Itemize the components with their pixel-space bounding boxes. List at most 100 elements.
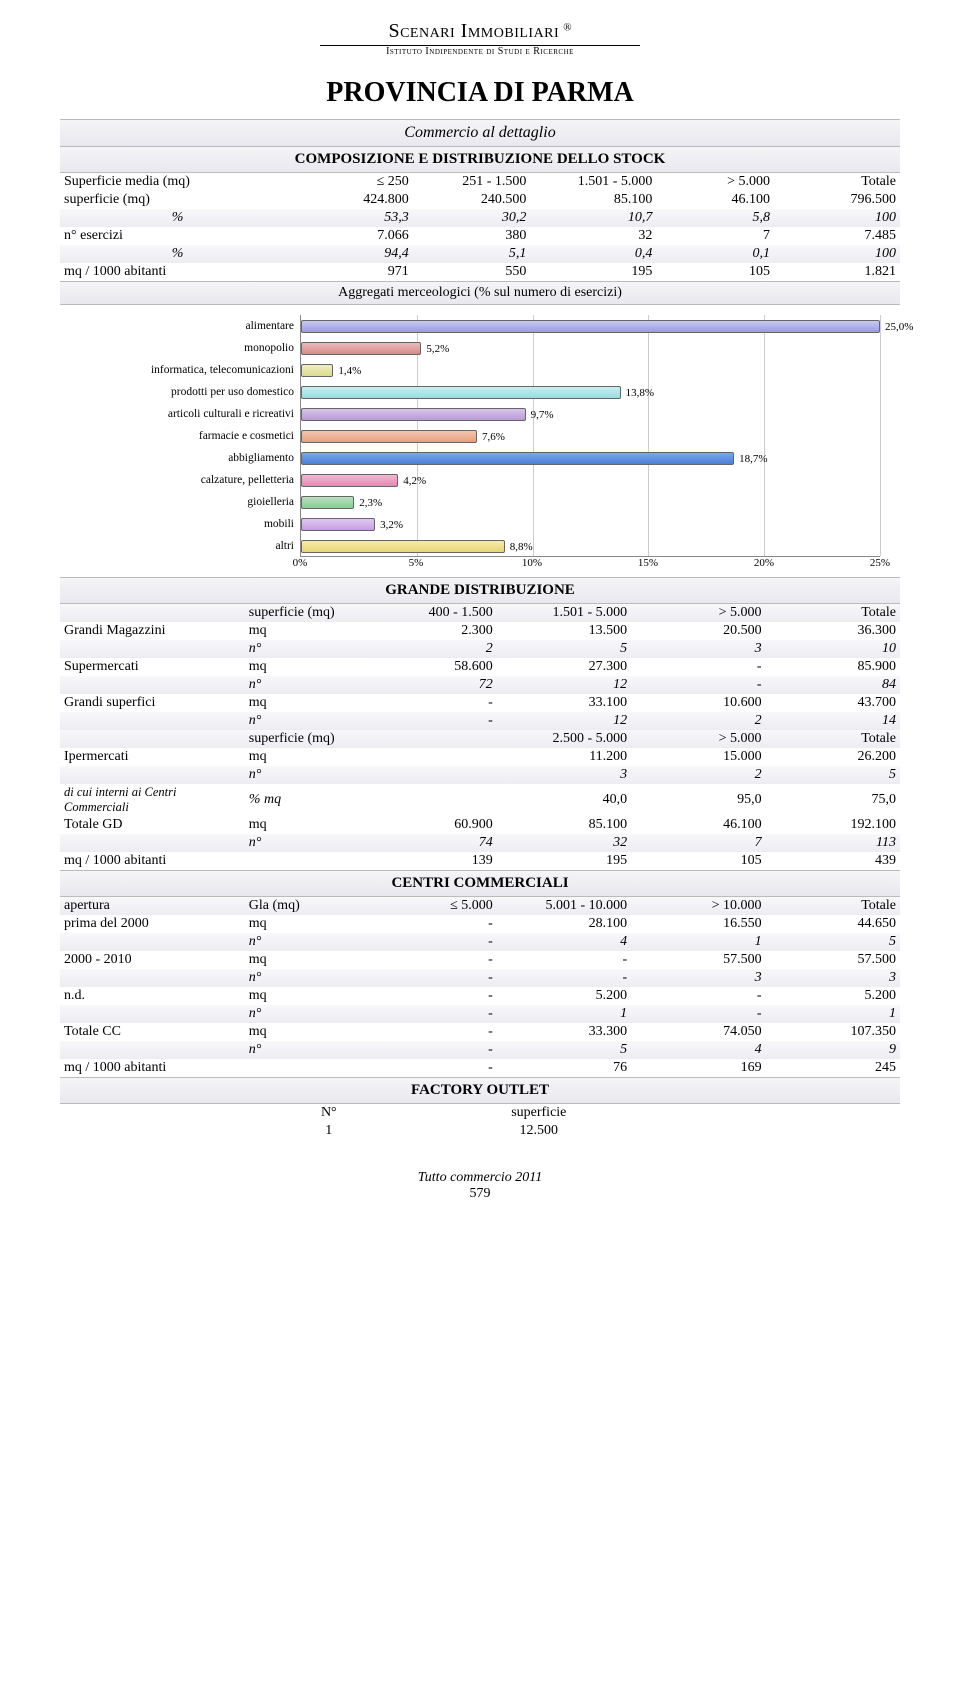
agg-title: Aggregati merceologici (% sul numero di … [60, 281, 900, 305]
cc-cell: 57.500 [631, 951, 765, 969]
gd-cell: 27.300 [497, 658, 631, 676]
footer-line: Tutto commercio 2011 [60, 1170, 900, 1186]
chart-cat-label: farmacie e cosmetici [80, 425, 294, 447]
gd-cell-unit: mq [245, 622, 363, 640]
cc-cell: 4 [631, 1041, 765, 1059]
cc-cell: - [362, 1041, 496, 1059]
gd-cell: 10 [766, 640, 900, 658]
footer: Tutto commercio 2011 579 [60, 1170, 900, 1202]
cc-cell-unit: n° [245, 1005, 363, 1023]
xaxis-tick: 25% [870, 557, 890, 569]
stock-table: Superficie media (mq) ≤ 250 251 - 1.500 … [60, 173, 900, 281]
gd-cell: 195 [497, 852, 631, 870]
cc-cell: 1 [766, 1005, 900, 1023]
gd-cell: - [362, 712, 496, 730]
fo-s-val: 12.500 [413, 1122, 665, 1140]
stock-cell: 100 [774, 209, 900, 227]
gd-cell: 95,0 [631, 784, 765, 816]
gd-cell-unit: mq [245, 694, 363, 712]
gd-h2-c2: Totale [766, 730, 900, 748]
gd-cell-label: mq / 1000 abitanti [60, 852, 245, 870]
chart-cat-label: mobili [80, 513, 294, 535]
gd-cell: 139 [362, 852, 496, 870]
chart-bar-value: 25,0% [885, 321, 913, 334]
cc-cell-unit [245, 1059, 363, 1077]
stock-cell: 0,1 [656, 245, 774, 263]
stock-h3: 1.501 - 5.000 [530, 173, 656, 191]
chart-bar-row: 5,2% [301, 337, 880, 359]
stock-cell: 796.500 [774, 191, 900, 209]
stock-cell: 971 [295, 263, 413, 281]
cc-row: n°--33 [60, 969, 900, 987]
chart-bar-row: 1,4% [301, 359, 880, 381]
gd-cell-unit: mq [245, 816, 363, 834]
cc-cell: 5.200 [766, 987, 900, 1005]
cc-cell: 3 [766, 969, 900, 987]
fo-s-label: superficie [413, 1104, 665, 1122]
gd-cell: 5 [497, 640, 631, 658]
gd-cell: 2 [631, 712, 765, 730]
chart-bar-value: 18,7% [739, 453, 767, 466]
cc-cell: 1 [631, 933, 765, 951]
gd-cell: - [631, 676, 765, 694]
cc-h-c1: 5.001 - 10.000 [497, 897, 631, 915]
chart-bar-value: 13,8% [626, 387, 654, 400]
gridline [880, 315, 881, 556]
stock-cell: 7.066 [295, 227, 413, 245]
sec1-italic: Commercio al dettaglio [60, 119, 900, 146]
cc-table: apertura Gla (mq) ≤ 5.000 5.001 - 10.000… [60, 897, 900, 1077]
stock-cell: 105 [656, 263, 774, 281]
cc-cell-label [60, 969, 245, 987]
cc-cell: - [631, 1005, 765, 1023]
cc-row: n.d.mq-5.200-5.200 [60, 987, 900, 1005]
gd-row: n°25310 [60, 640, 900, 658]
gd-cell: 15.000 [631, 748, 765, 766]
fo-table: N° superficie 1 12.500 [60, 1104, 900, 1140]
stock-h2: 251 - 1.500 [413, 173, 531, 191]
cc-row: mq / 1000 abitanti-76169245 [60, 1059, 900, 1077]
gd-cell-unit [245, 852, 363, 870]
gd-row: Totale GDmq60.90085.10046.100192.100 [60, 816, 900, 834]
cc-cell-label [60, 1005, 245, 1023]
cc-cell-label: 2000 - 2010 [60, 951, 245, 969]
chart-bar-row: 18,7% [301, 447, 880, 469]
stock-cell: 1.821 [774, 263, 900, 281]
stock-cell: 46.100 [656, 191, 774, 209]
stock-cell: 94,4 [295, 245, 413, 263]
fo-n-label: N° [245, 1104, 413, 1122]
chart-bar-row: 7,6% [301, 425, 880, 447]
gd-cell: 74 [362, 834, 496, 852]
gd-h1-c2: > 5.000 [631, 604, 765, 622]
xaxis-tick: 0% [293, 557, 308, 569]
gd-cell: 75,0 [766, 784, 900, 816]
chart-bar: 2,3% [301, 496, 354, 509]
gd-row: Grandi superficimq-33.10010.60043.700 [60, 694, 900, 712]
cc-cell: - [362, 969, 496, 987]
cc-row: n°-415 [60, 933, 900, 951]
gd-cell: 5 [766, 766, 900, 784]
chart-cat-label: monopolio [80, 337, 294, 359]
cc-cell: 9 [766, 1041, 900, 1059]
gd-cell: 105 [631, 852, 765, 870]
gd-h2-lbl: superficie (mq) [245, 730, 363, 748]
chart-cat-label: informatica, telecomunicazioni [80, 359, 294, 381]
gd-cell-label [60, 640, 245, 658]
chart-bar: 13,8% [301, 386, 621, 399]
gd-cell: 192.100 [766, 816, 900, 834]
cc-cell: 5 [766, 933, 900, 951]
stock-row: mq / 1000 abitanti9715501951051.821 [60, 263, 900, 281]
page-title: PROVINCIA DI PARMA [60, 77, 900, 109]
gd-h2: superficie (mq) 2.500 - 5.000 > 5.000 To… [60, 730, 900, 748]
gd-cell: 11.200 [497, 748, 631, 766]
gd-row: Supermercatimq58.60027.300-85.900 [60, 658, 900, 676]
gd-cell: 26.200 [766, 748, 900, 766]
stock-row: superficie (mq)424.800240.50085.10046.10… [60, 191, 900, 209]
cc-cell: 5 [497, 1041, 631, 1059]
cc-row: 2000 - 2010mq--57.50057.500 [60, 951, 900, 969]
stock-cell: 7.485 [774, 227, 900, 245]
page: Scenari Immobiliari ® Istituto Indipende… [0, 0, 960, 1242]
gd-cell: 12 [497, 712, 631, 730]
stock-cell: 30,2 [413, 209, 531, 227]
xaxis-tick: 15% [638, 557, 658, 569]
gd-title: GRANDE DISTRIBUZIONE [60, 577, 900, 604]
